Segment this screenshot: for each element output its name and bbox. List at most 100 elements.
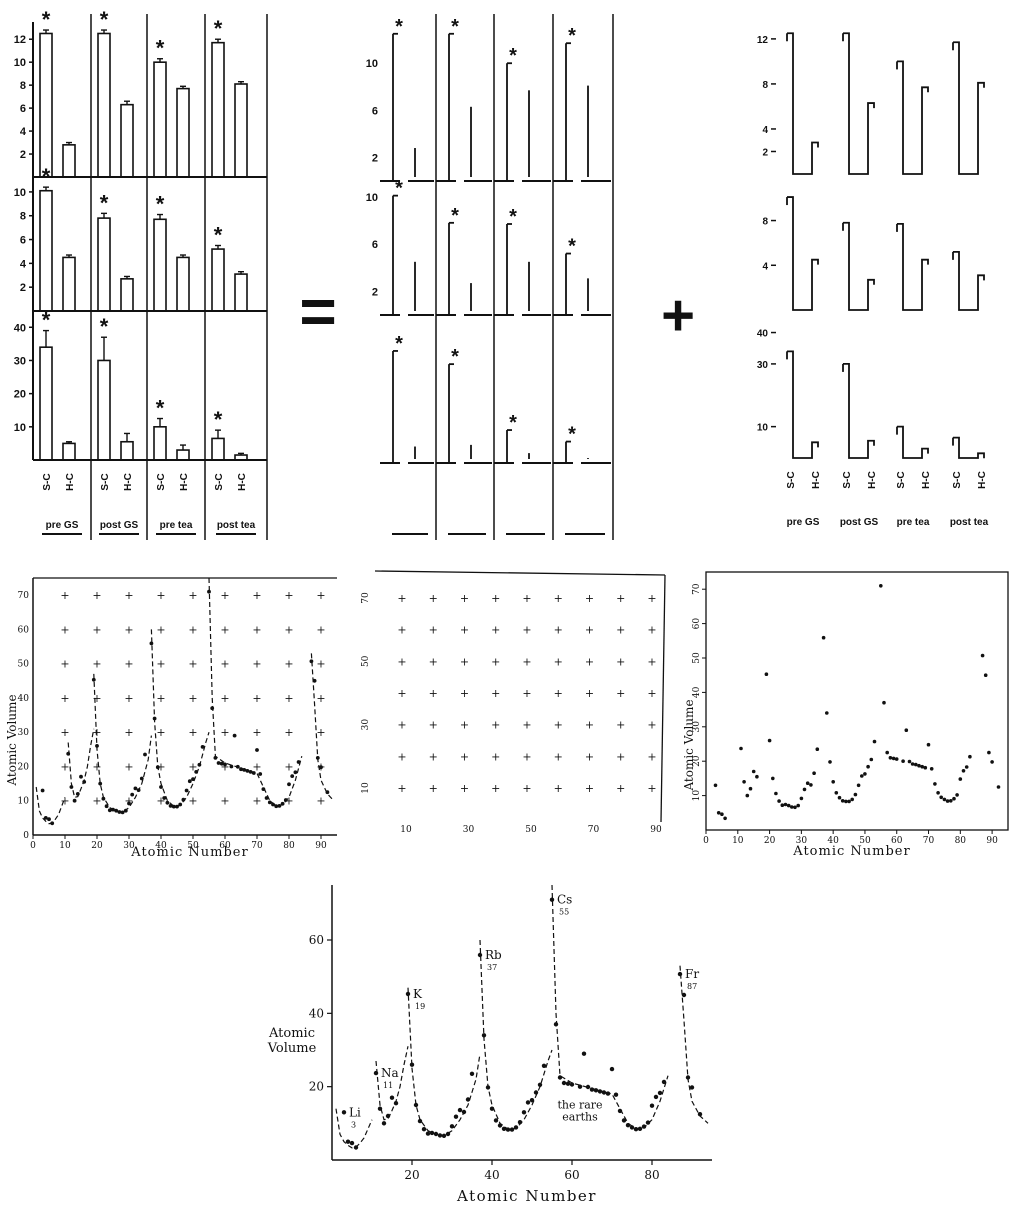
grid-cross: + xyxy=(92,658,101,671)
data-point xyxy=(945,799,950,803)
data-point xyxy=(952,796,956,801)
y-tick-label: 40 xyxy=(692,686,702,698)
y-tick-label: 60 xyxy=(692,618,702,630)
grid-cross: + xyxy=(156,623,165,636)
y-tick-label: 10 xyxy=(14,57,26,69)
data-point xyxy=(825,711,829,715)
bar-outline xyxy=(787,350,819,459)
grid-cross: + xyxy=(522,687,531,700)
element-symbol-label: Cs xyxy=(557,893,572,907)
grid-cross: + xyxy=(491,592,500,605)
bar xyxy=(120,103,134,178)
grid-cross: + xyxy=(284,623,293,636)
significance-star: * xyxy=(42,7,51,32)
significance-star: * xyxy=(100,7,109,32)
bar xyxy=(62,256,76,312)
data-point xyxy=(764,672,769,676)
data-point xyxy=(805,781,810,785)
bar xyxy=(120,278,134,312)
significance-star: * xyxy=(451,346,459,368)
data-point xyxy=(742,780,746,784)
grid-cross: + xyxy=(522,782,531,795)
atomic-number-label: 37 xyxy=(487,963,497,972)
category-label: H-C xyxy=(867,471,878,489)
data-point xyxy=(261,787,266,791)
data-point xyxy=(933,782,937,786)
element-symbol-label: K xyxy=(413,987,423,1001)
dashed-trend-curve xyxy=(479,939,553,1130)
grid-cross: + xyxy=(252,623,261,636)
data-point xyxy=(239,767,243,772)
data-point xyxy=(958,777,963,781)
y-tick-label: 40 xyxy=(14,322,26,334)
data-point xyxy=(987,750,991,755)
bar-outline xyxy=(843,363,875,459)
grid-cross: + xyxy=(220,589,229,602)
grid-cross: + xyxy=(220,760,229,773)
x-tick-label: 70 xyxy=(251,841,263,851)
x-tick-label: 60 xyxy=(219,841,231,851)
category-label: H-C xyxy=(237,473,248,491)
grid-cross: + xyxy=(460,782,469,795)
grid-cross: + xyxy=(647,687,656,700)
data-point xyxy=(283,798,288,802)
significance-star: * xyxy=(100,314,109,339)
grid-cross: + xyxy=(60,795,69,808)
y-tick-label: 70 xyxy=(361,592,371,604)
bar xyxy=(176,449,190,461)
grid-cross: + xyxy=(316,692,325,705)
atomic-plot-grid-only: + + + + + + + + + + + + + + + + + + + + + + + + + + + + + + + + + + + + + + + +… xyxy=(361,570,666,835)
bar xyxy=(234,83,248,178)
grid-cross: + xyxy=(188,760,197,773)
data-point xyxy=(82,780,87,784)
data-point xyxy=(191,777,195,781)
data-point xyxy=(274,804,279,809)
data-point xyxy=(755,774,759,779)
data-point xyxy=(569,1082,575,1087)
data-point xyxy=(601,1090,607,1095)
data-point xyxy=(489,1106,495,1111)
data-point xyxy=(968,754,972,759)
atomic-number-label: 11 xyxy=(383,1081,393,1090)
bar xyxy=(120,440,134,461)
atomic-number-label: 55 xyxy=(559,908,569,917)
y-tick-label: 10 xyxy=(14,187,26,199)
data-point xyxy=(50,821,55,826)
data-point xyxy=(453,1114,459,1119)
grid-cross: + xyxy=(252,589,261,602)
data-point xyxy=(681,992,687,998)
data-point xyxy=(720,812,724,816)
grid-cross: + xyxy=(252,726,261,739)
data-point xyxy=(393,1101,399,1106)
grid-cross: + xyxy=(92,623,101,636)
significance-star: * xyxy=(451,205,459,227)
data-point xyxy=(786,803,791,808)
category-label: H-C xyxy=(811,471,822,489)
data-point xyxy=(287,782,291,787)
y-tick-label: 4 xyxy=(20,126,27,138)
y-tick-label: 6 xyxy=(372,239,378,251)
y-tick-label: 10 xyxy=(692,790,702,802)
grid-cross: + xyxy=(647,592,656,605)
significance-star: * xyxy=(42,308,51,333)
plus-operator: + xyxy=(661,283,695,348)
data-point xyxy=(232,733,237,738)
grid-cross: + xyxy=(397,719,406,732)
data-point xyxy=(677,971,683,977)
bar-panel-left: 2 4 6 8 10 12 * * * * 2 4 6 8 10 * * * * 10 20 30 40 * * * * S-C H-C… xyxy=(14,7,268,540)
y-tick-label: 20 xyxy=(14,389,26,401)
grid-cross: + xyxy=(92,692,101,705)
bar-panel-left-frame xyxy=(32,14,268,540)
data-point xyxy=(589,1087,595,1092)
data-point xyxy=(894,757,899,761)
data-point xyxy=(641,1124,647,1129)
y-tick-label: 4 xyxy=(20,258,27,270)
frame-top-line xyxy=(374,570,666,576)
data-point xyxy=(107,808,112,813)
data-point xyxy=(983,673,988,677)
data-point xyxy=(834,791,839,795)
group-label: post tea xyxy=(950,517,989,528)
data-point xyxy=(477,952,483,958)
data-point xyxy=(200,745,205,749)
